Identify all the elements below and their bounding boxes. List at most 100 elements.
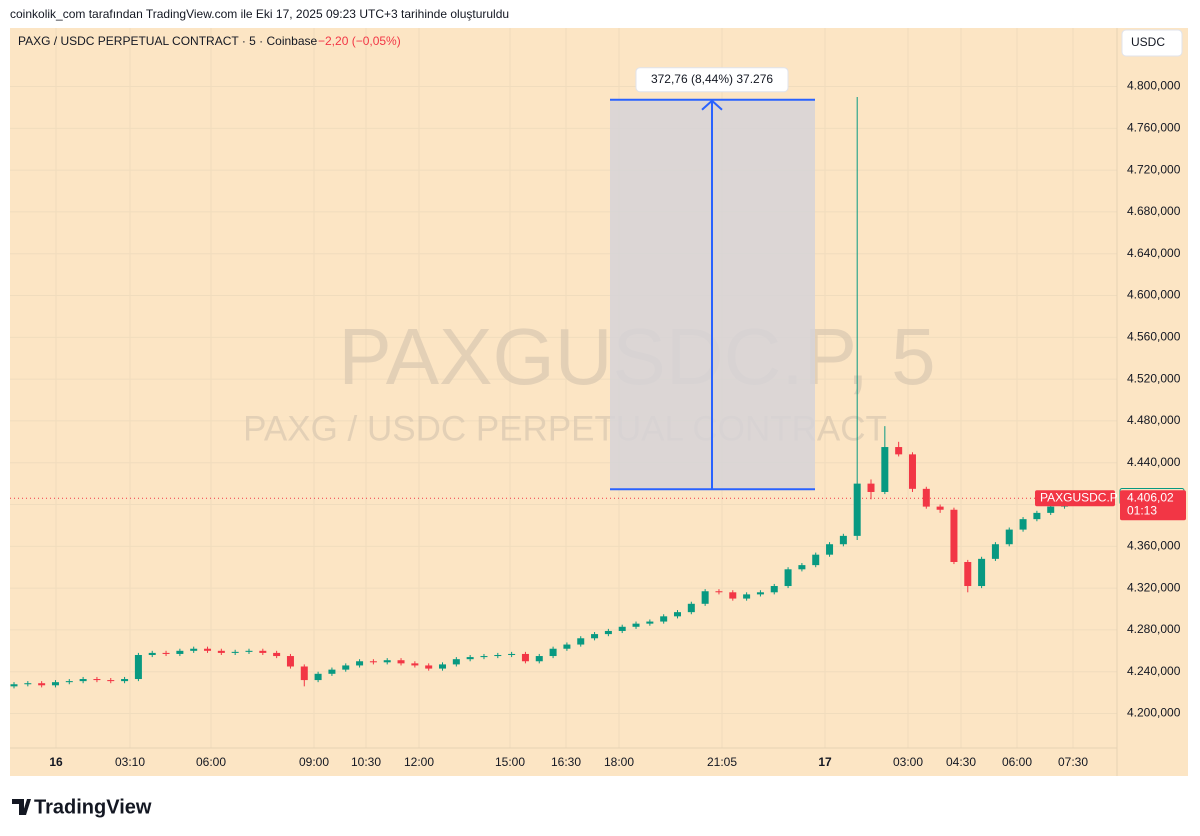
logo: TradingView [12, 796, 152, 818]
currency-button[interactable] [1121, 29, 1183, 57]
countdown: 01:13 [1127, 503, 1157, 517]
y-tick-label: 4.360,000 [1127, 538, 1181, 552]
y-tick-label: 4.640,000 [1127, 246, 1181, 260]
candle-body [632, 623, 640, 627]
candle-body [231, 651, 239, 653]
candle-body [1019, 519, 1027, 530]
axes: 4.200,000 4.240,000 4.280,000 4.320,000 4.36… [49, 79, 1186, 769]
x-tick-label: 15:00 [495, 755, 525, 769]
candle-body [245, 650, 253, 652]
candle-body [1005, 529, 1013, 545]
price-change: −2,20 (−0,05%) [318, 34, 401, 48]
candle-body [978, 558, 986, 587]
candle-body [51, 682, 59, 686]
candle-body [964, 561, 972, 587]
candle-body [217, 650, 225, 653]
candle-body [425, 665, 433, 669]
candle-body [411, 663, 419, 666]
candle-body [950, 509, 958, 562]
y-tick-label: 4.680,000 [1127, 204, 1181, 218]
y-tick-label: 4.560,000 [1127, 329, 1181, 343]
measure-label-box [635, 67, 789, 93]
candle-body [867, 483, 875, 492]
x-tick-label: 07:30 [1058, 755, 1088, 769]
candle-body [369, 661, 377, 663]
candle-body [521, 653, 529, 662]
x-tick-label: 10:30 [351, 755, 381, 769]
candle-body [604, 630, 612, 635]
logo-text: TradingView [34, 796, 152, 818]
candle-body [715, 591, 723, 593]
candle-body [452, 659, 460, 665]
candle-body [148, 652, 156, 655]
logo-icon [12, 799, 31, 815]
y-tick-label: 4.520,000 [1127, 371, 1181, 385]
candle-body [908, 454, 916, 489]
candle-body [922, 488, 930, 507]
x-tick-label: 03:00 [893, 755, 923, 769]
candle-body [770, 586, 778, 593]
x-tick-label: 12:00 [404, 755, 434, 769]
candle-body [10, 684, 18, 687]
grid [10, 28, 1117, 748]
last-price-label: 4.406,02 [1127, 490, 1174, 504]
candle-body [591, 634, 599, 639]
candle-body [107, 680, 115, 682]
candle-body [826, 544, 834, 555]
candle-body [549, 648, 557, 657]
candle-body [508, 653, 516, 655]
candle-body [618, 626, 626, 631]
chart-background [10, 28, 1188, 776]
x-tick-label: 06:00 [1002, 755, 1032, 769]
candle-body [756, 592, 764, 595]
candle-body [342, 665, 350, 670]
candle-body [176, 650, 184, 654]
candle-body [798, 565, 806, 570]
x-tick-label: 17 [818, 755, 832, 769]
y-tick-label: 4.280,000 [1127, 622, 1181, 636]
header: coinkolik_com tarafından TradingView.com… [10, 7, 509, 21]
candle-body [563, 644, 571, 649]
x-tick-label: 09:00 [299, 755, 329, 769]
measure-label: 372,76 (8,44%) 37.276 [651, 72, 773, 86]
candle-body [895, 447, 903, 455]
candle-body [673, 612, 681, 617]
candle-body [991, 544, 999, 559]
candle-body [660, 616, 668, 622]
candle-body [328, 669, 336, 674]
candle-body [494, 654, 502, 657]
x-tick-label: 16 [49, 755, 63, 769]
y-tick-label: 4.240,000 [1127, 664, 1181, 678]
candle-body [1033, 512, 1041, 520]
candle-body [1047, 506, 1055, 513]
candle-body [356, 661, 364, 666]
x-tick-label: 04:30 [946, 755, 976, 769]
candle-body [190, 648, 198, 651]
candle-body [93, 679, 101, 681]
candle-body [300, 666, 308, 681]
y-tick-label: 4.200,000 [1127, 706, 1181, 720]
candle-body [24, 683, 32, 685]
candle-body [729, 592, 737, 599]
chart-title: PAXG / USDC PERPETUAL CONTRACT · 5 · Coi… [18, 34, 318, 48]
candle-body [79, 679, 87, 682]
plot: 372,76 (8,44%) 37.276 [10, 67, 1117, 689]
candle-body [38, 683, 46, 686]
candle-body [480, 656, 488, 658]
candle-body [701, 591, 709, 604]
y-tick-label: 4.320,000 [1127, 580, 1181, 594]
candle-body [784, 569, 792, 587]
candle-body [134, 654, 142, 680]
candle-body [121, 679, 129, 682]
candle-body [839, 535, 847, 545]
y-tick-label: 4.800,000 [1127, 79, 1181, 93]
y-tick-label: 4.440,000 [1127, 455, 1181, 469]
candle-body [397, 660, 405, 664]
symbol-label: PAXGUSDC.P [1040, 490, 1118, 504]
candle-body [273, 652, 281, 657]
candle-body [204, 648, 212, 651]
candle-body [687, 603, 695, 613]
candle-body [466, 657, 474, 660]
currency-label[interactable]: USDC [1131, 35, 1165, 49]
